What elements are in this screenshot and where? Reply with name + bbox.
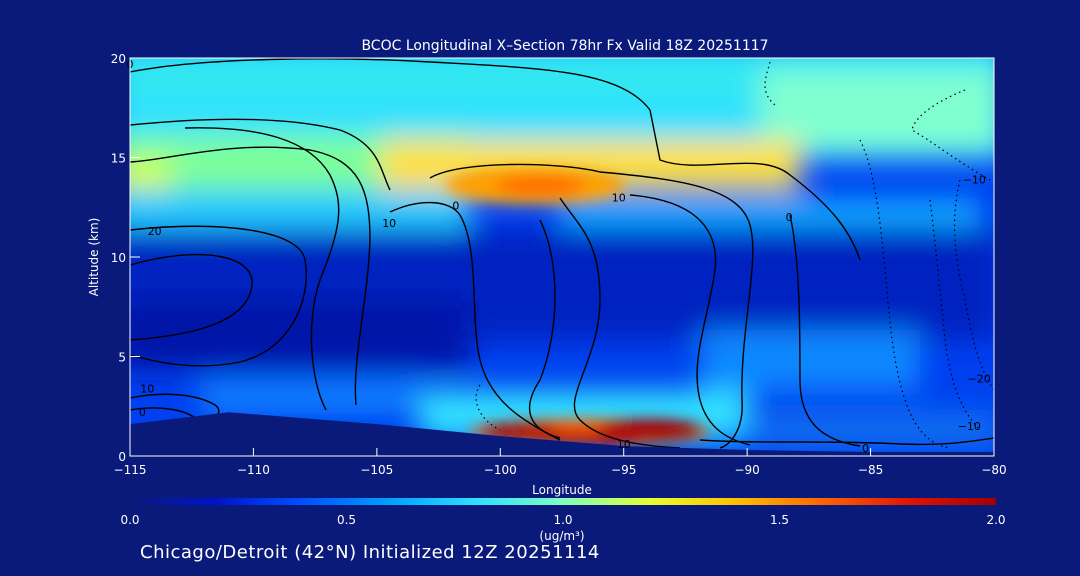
- initialization-note: Chicago/Detroit (42°N) Initialized 12Z 2…: [140, 542, 600, 563]
- x-tick-label: −80: [981, 463, 1006, 477]
- y-tick-label: 0: [118, 450, 126, 464]
- x-tick-label: −100: [484, 463, 517, 477]
- contour-label: −20: [968, 372, 991, 385]
- contour-label: 0: [786, 211, 793, 224]
- x-axis-label: Longitude: [532, 483, 592, 497]
- contour-label: −10: [963, 173, 986, 186]
- colorbar-ticks: 0.0 0.5 1.0 1.5 2.0: [120, 513, 1005, 527]
- terrain-mask: [130, 412, 994, 456]
- x-tick-label: −85: [858, 463, 883, 477]
- colorbar-tick-label: 1.0: [553, 513, 572, 527]
- colorbar-tick-label: 0.0: [120, 513, 139, 527]
- x-tick-label: −110: [237, 463, 270, 477]
- x-tick-label: −95: [611, 463, 636, 477]
- contour-label: 10: [140, 382, 154, 395]
- y-tick-label: 5: [118, 351, 126, 365]
- y-axis: 0 5 10 15 20: [111, 52, 140, 464]
- y-tick-label: 20: [111, 52, 126, 66]
- x-tick-label: −115: [114, 463, 147, 477]
- concentration-field: [130, 58, 994, 456]
- contour-label: 10: [612, 191, 626, 204]
- contour-label: 20: [148, 225, 162, 238]
- colorbar-tick-label: 2.0: [986, 513, 1005, 527]
- contour-label: 0: [139, 406, 146, 419]
- y-axis-label: Altitude (km): [87, 218, 101, 297]
- contour-label: 0: [452, 199, 459, 212]
- contour-label: 10: [382, 217, 396, 230]
- colorbar-strip: [130, 498, 996, 505]
- colorbar: 0.0 0.5 1.0 1.5 2.0 (ug/m³): [120, 498, 1006, 543]
- y-tick-label: 15: [111, 152, 126, 166]
- colorbar-tick-label: 0.5: [337, 513, 356, 527]
- chart-title: BCOC Longitudinal X–Section 78hr Fx Vali…: [361, 38, 768, 54]
- contour-label: −10: [958, 420, 981, 433]
- contour-label: 10: [617, 438, 631, 451]
- x-tick-label: −105: [360, 463, 393, 477]
- y-tick-label: 10: [111, 251, 126, 265]
- x-axis: −115 −110 −105 −100 −95 −90 −85 −80: [114, 448, 1007, 477]
- colorbar-tick-label: 1.5: [770, 513, 789, 527]
- contour-label: 0: [862, 442, 869, 455]
- x-tick-label: −90: [734, 463, 759, 477]
- colorbar-unit-label: (ug/m³): [539, 529, 584, 543]
